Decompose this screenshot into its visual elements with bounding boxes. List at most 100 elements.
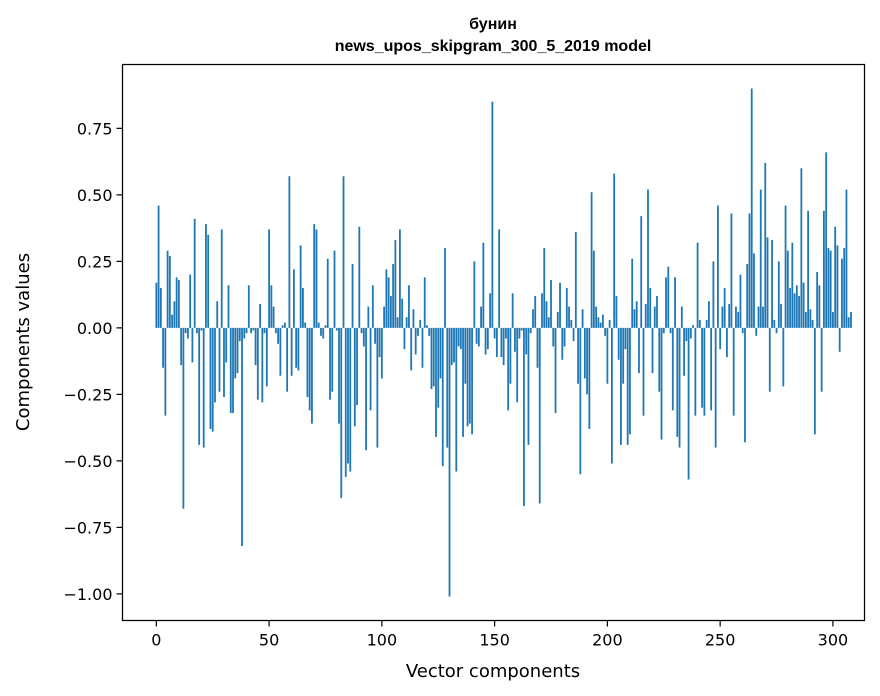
bar xyxy=(279,327,282,376)
bar xyxy=(166,250,169,328)
x-tick-label: 50 xyxy=(259,631,279,650)
bar xyxy=(299,245,302,328)
bar xyxy=(841,258,843,328)
bar xyxy=(771,240,773,328)
bar xyxy=(813,327,816,435)
bar xyxy=(748,213,751,328)
bar xyxy=(583,327,586,379)
bar xyxy=(735,306,737,328)
bar xyxy=(635,301,638,328)
bar xyxy=(750,88,753,328)
bar xyxy=(543,248,546,328)
bar xyxy=(620,327,622,445)
bar xyxy=(324,325,327,328)
bar xyxy=(712,261,715,328)
bar xyxy=(660,327,663,440)
bar xyxy=(191,327,194,363)
bar xyxy=(342,176,345,328)
bar xyxy=(669,327,672,334)
bar xyxy=(811,319,814,328)
bar xyxy=(786,250,789,328)
bar xyxy=(367,306,370,328)
bar xyxy=(615,295,618,328)
bar xyxy=(464,327,467,384)
bar xyxy=(759,189,762,328)
y-tick-label: −0.25 xyxy=(63,385,112,404)
bar xyxy=(685,327,688,342)
y-tick-label: −1.00 xyxy=(63,585,112,604)
bar xyxy=(656,295,658,328)
bar xyxy=(223,327,225,398)
bar xyxy=(380,327,383,379)
bar xyxy=(392,264,395,328)
bar xyxy=(825,152,828,328)
bar xyxy=(579,327,582,475)
x-tick-label: 150 xyxy=(479,631,510,650)
bar xyxy=(568,306,570,328)
bar xyxy=(640,216,643,328)
bar xyxy=(795,285,798,328)
bar xyxy=(653,306,656,328)
y-tick-label: −0.75 xyxy=(63,518,112,537)
bar xyxy=(466,327,469,427)
bar xyxy=(719,327,722,350)
bar xyxy=(755,327,758,336)
bar xyxy=(480,306,482,328)
y-tick-label: 0.50 xyxy=(77,186,113,205)
bar xyxy=(762,306,764,328)
bar xyxy=(432,327,435,387)
bar xyxy=(809,309,812,328)
bar xyxy=(493,327,496,339)
bar xyxy=(507,327,510,411)
bar xyxy=(502,327,505,366)
bar xyxy=(274,327,277,334)
bar xyxy=(739,274,742,328)
bar xyxy=(611,327,613,464)
bar xyxy=(538,327,541,504)
bar xyxy=(394,240,397,328)
bar xyxy=(329,327,331,400)
bar xyxy=(592,250,595,328)
bar xyxy=(403,327,406,350)
bar xyxy=(717,205,719,328)
bar xyxy=(687,327,690,480)
bar xyxy=(236,327,239,374)
bar xyxy=(836,245,839,328)
bar xyxy=(288,176,291,328)
bar xyxy=(369,327,372,411)
y-tick-label: 0.00 xyxy=(77,319,113,338)
bar xyxy=(410,327,413,371)
bar xyxy=(220,229,223,328)
bar xyxy=(182,327,185,509)
bar xyxy=(211,327,214,432)
bar xyxy=(302,287,304,328)
bar xyxy=(782,327,785,387)
bar xyxy=(198,327,201,445)
x-axis-ticks: 0 50 100 150 200 250 300 xyxy=(151,620,848,650)
bar xyxy=(845,189,848,328)
bar xyxy=(802,282,805,328)
bar xyxy=(757,306,760,328)
bar xyxy=(383,306,386,328)
bar xyxy=(457,327,460,347)
bar xyxy=(843,248,846,328)
bar xyxy=(426,325,428,328)
bar xyxy=(462,327,464,437)
bar xyxy=(358,226,361,328)
bar xyxy=(541,293,543,328)
bar xyxy=(604,327,607,336)
bar xyxy=(658,327,661,392)
bar xyxy=(340,327,343,499)
bar xyxy=(455,327,458,472)
bar xyxy=(527,327,530,445)
bar xyxy=(308,327,311,411)
bar xyxy=(232,327,234,413)
bar xyxy=(518,327,521,339)
bar xyxy=(595,306,598,328)
bar xyxy=(277,327,280,344)
bar xyxy=(514,327,516,352)
bar xyxy=(387,277,390,328)
y-tick-label: −0.50 xyxy=(63,452,112,471)
bar xyxy=(385,269,388,328)
bar xyxy=(475,327,478,344)
